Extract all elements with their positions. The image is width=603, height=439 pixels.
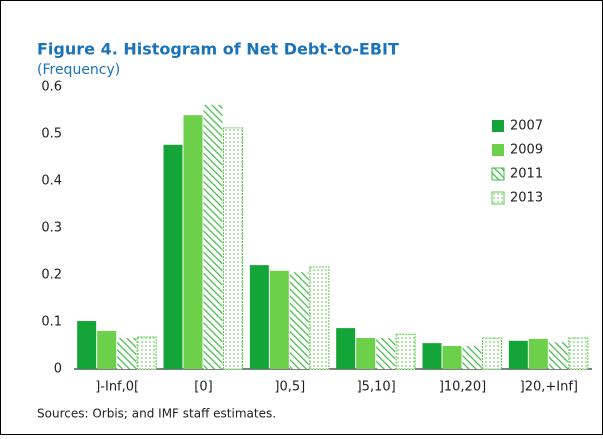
bar [223, 127, 243, 370]
x-tick-label: ]10,20] [439, 380, 486, 395]
legend-label: 2013 [510, 191, 543, 206]
bar [77, 321, 97, 369]
bar [376, 337, 396, 369]
bar [136, 336, 157, 370]
bar [356, 337, 376, 369]
bar [548, 342, 568, 369]
x-tick-label: ]0,5] [274, 380, 305, 395]
bar [395, 333, 416, 370]
y-tick-label: 0.3 [41, 221, 62, 236]
legend-swatch [491, 191, 505, 205]
bar [249, 265, 269, 369]
legend-swatch [492, 120, 504, 132]
bar [568, 337, 589, 370]
chart-title: Figure 4. Histogram of Net Debt-to-EBIT [37, 40, 399, 59]
bar [203, 104, 223, 370]
bar [336, 328, 356, 369]
y-tick-label: 0.4 [41, 174, 62, 189]
bar [508, 340, 528, 369]
bar [117, 337, 137, 369]
legend-swatch [491, 167, 505, 181]
y-tick-label: 0.2 [41, 268, 62, 283]
source-note: Sources: Orbis; and IMF staff estimates. [37, 407, 276, 421]
y-tick-label: 0 [54, 362, 62, 377]
bar [163, 144, 183, 369]
legend-label: 2007 [510, 119, 543, 134]
bar [442, 345, 462, 369]
bar [422, 343, 442, 369]
legend-label: 2009 [510, 143, 543, 158]
x-tick-label: ]20,+Inf] [520, 380, 578, 395]
x-tick-label: [0] [194, 380, 212, 395]
x-tick-label: ]-Inf,0[ [95, 380, 139, 395]
y-tick-label: 0.5 [41, 127, 62, 142]
bar [528, 338, 548, 369]
y-tick-label: 0.6 [41, 80, 62, 95]
bar [482, 337, 502, 370]
bar [289, 272, 309, 369]
legend-label: 2011 [510, 167, 543, 182]
bar [269, 270, 289, 369]
legend-swatch [492, 144, 504, 156]
bar [97, 330, 117, 369]
bar [183, 115, 203, 369]
bar [462, 345, 482, 369]
y-tick-label: 0.1 [41, 315, 62, 330]
chart-subtitle: (Frequency) [37, 62, 120, 78]
bar [309, 266, 330, 370]
x-tick-label: ]5,10] [357, 380, 396, 395]
